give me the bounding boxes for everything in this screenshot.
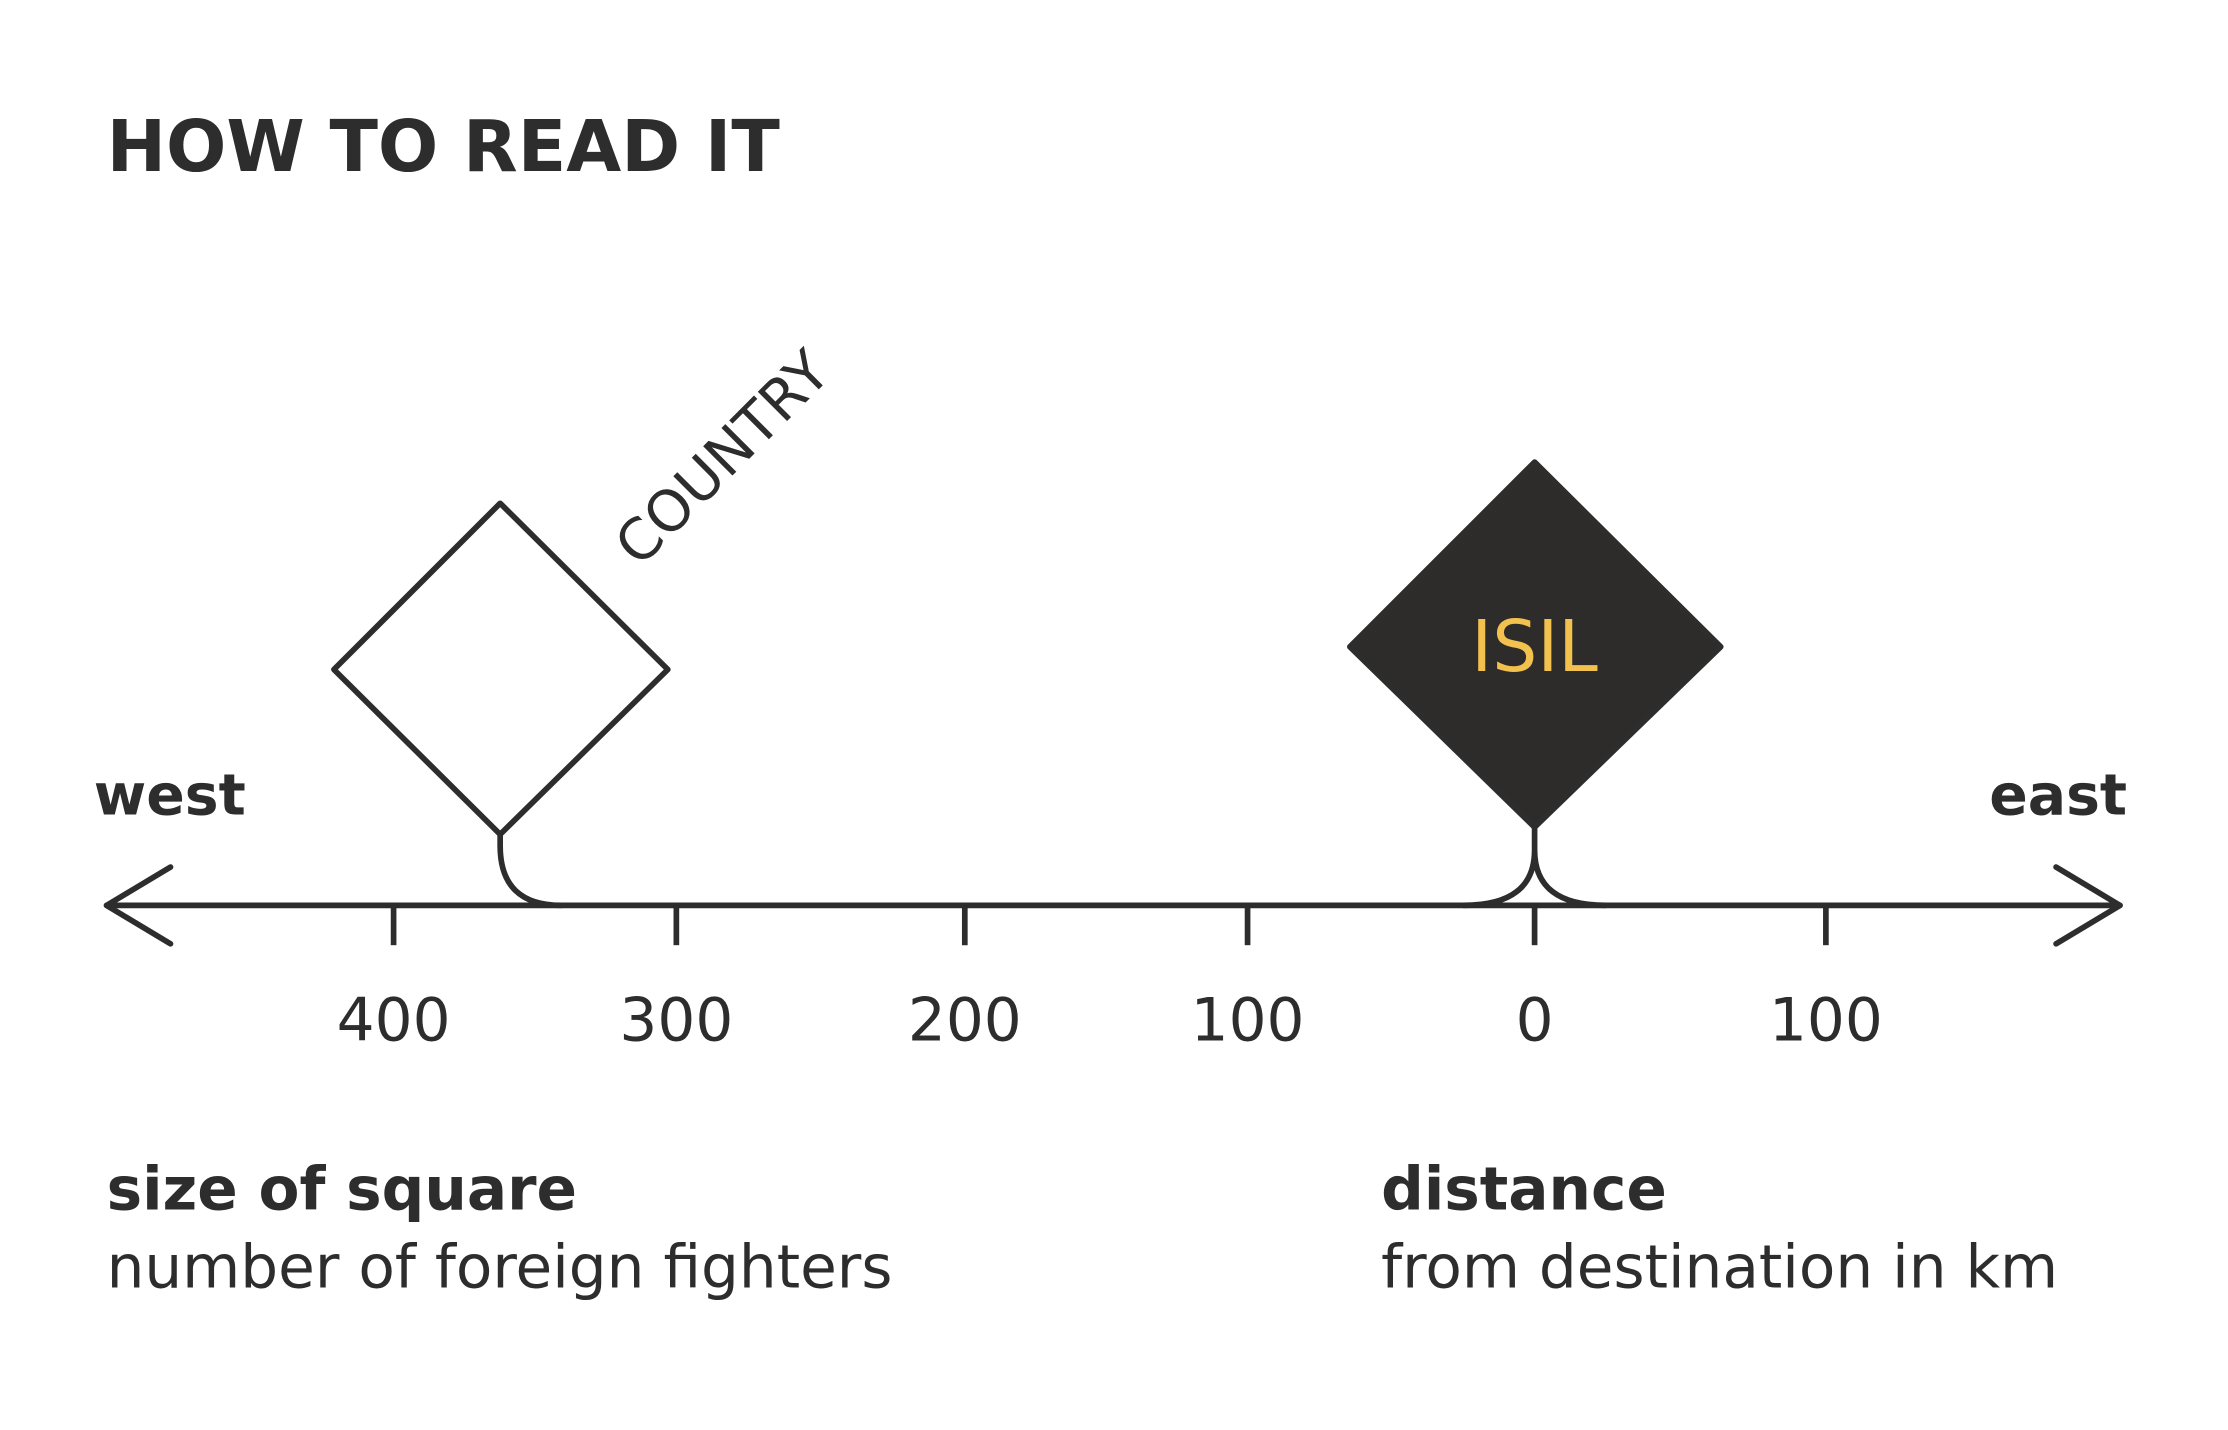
legend-heading: size of square bbox=[107, 1155, 577, 1224]
country-connector bbox=[497, 831, 565, 909]
title: HOW TO READ IT bbox=[107, 105, 781, 188]
east-label: east bbox=[1989, 762, 2127, 828]
legend-text: number of foreign fighters bbox=[107, 1234, 893, 1303]
country-square bbox=[331, 500, 671, 838]
arrow-right bbox=[2053, 864, 2123, 947]
isil-connector bbox=[1460, 824, 1609, 909]
tick-label: 100 bbox=[1191, 986, 1305, 1055]
country-label: COUNTRY bbox=[603, 338, 843, 578]
arrow-left bbox=[103, 864, 174, 947]
legend-heading: distance bbox=[1381, 1155, 1667, 1224]
west-label: west bbox=[94, 762, 246, 828]
tick-label: 400 bbox=[337, 986, 451, 1055]
tick-label: 100 bbox=[1769, 986, 1883, 1055]
tick-label: 0 bbox=[1516, 986, 1554, 1055]
tick-label: 200 bbox=[908, 986, 1022, 1055]
tick-label: 300 bbox=[619, 986, 733, 1055]
isil-label: ISIL bbox=[1471, 605, 1598, 688]
legend-text: from destination in km bbox=[1381, 1234, 2058, 1303]
